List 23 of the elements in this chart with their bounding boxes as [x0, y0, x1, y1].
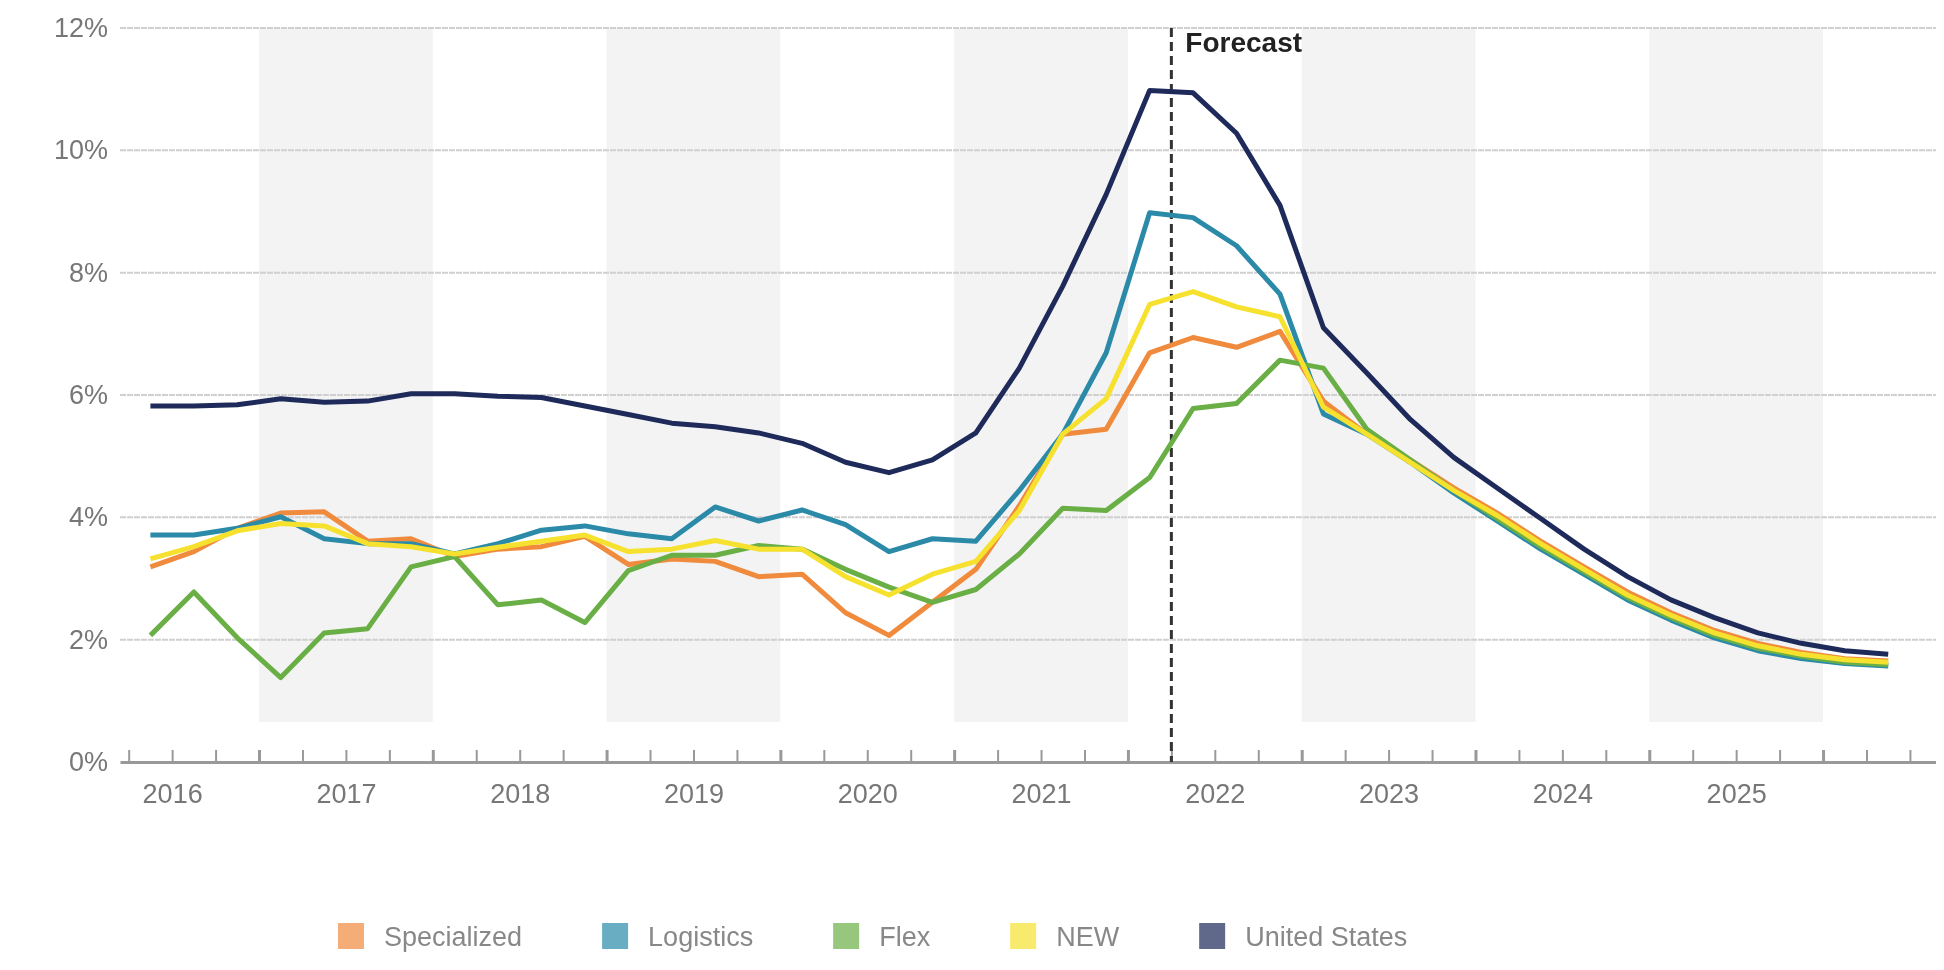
x-tick-label: 2025: [1706, 779, 1767, 810]
y-tick-label: 0%: [68, 747, 108, 778]
legend-label: NEW: [1056, 922, 1120, 952]
legend-label: United States: [1245, 922, 1408, 952]
y-tick-label: 10%: [53, 135, 108, 166]
y-tick-label: 2%: [68, 624, 108, 655]
y-tick-label: 12%: [53, 13, 108, 44]
x-tick-label: 2022: [1185, 779, 1246, 810]
x-tick-label: 2024: [1532, 779, 1593, 810]
y-tick-label: 4%: [68, 502, 108, 533]
x-tick-label: 2017: [316, 779, 377, 810]
y-tick-label: 6%: [68, 380, 108, 411]
x-tick-label: 2023: [1359, 779, 1420, 810]
x-tick-label: 2019: [663, 779, 725, 810]
legend-label: Specialized: [384, 922, 523, 952]
legend-label: Flex: [879, 922, 931, 952]
x-tick-label: 2018: [490, 779, 551, 810]
ref-line-label: Forecast: [1185, 27, 1303, 58]
y-tick-label: 8%: [68, 257, 108, 288]
x-tick-label: 2021: [1011, 779, 1072, 810]
x-tick-label: 2020: [837, 779, 898, 810]
x-tick-label: 2016: [142, 779, 203, 810]
legend-label: Logistics: [648, 922, 754, 952]
